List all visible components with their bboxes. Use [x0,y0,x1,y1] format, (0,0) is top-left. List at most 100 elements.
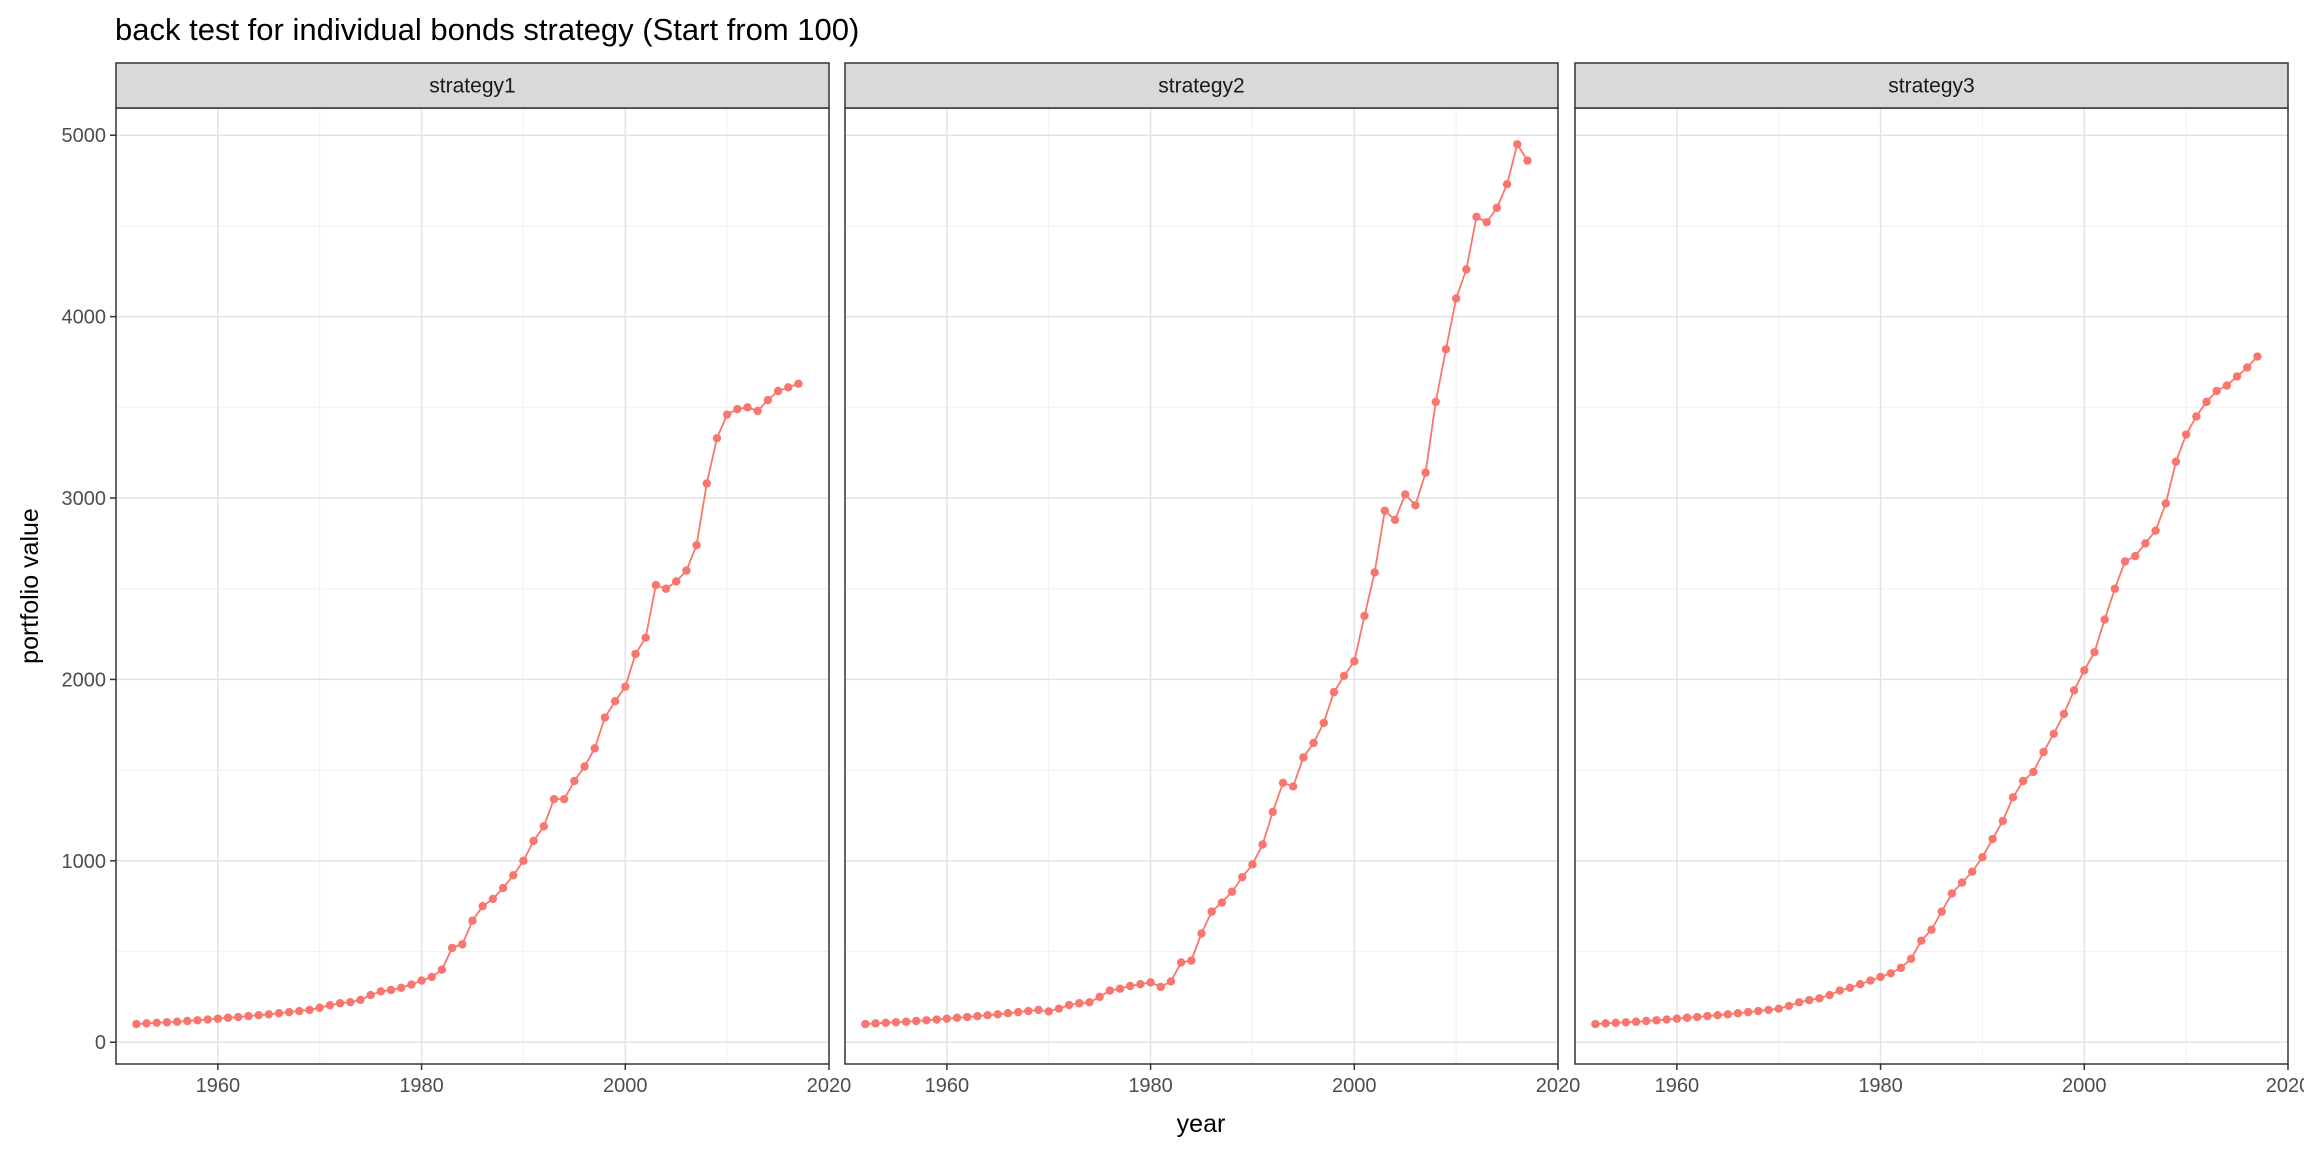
data-point [1258,840,1267,849]
y-tick-label: 1000 [62,851,107,873]
data-point [2141,539,2150,548]
data-point [539,822,548,831]
data-point [213,1014,223,1023]
data-point [952,1013,962,1022]
data-point [2192,412,2201,421]
x-tick-label: 1960 [1655,1075,1700,1097]
panel-strategy3: strategy3 1960 1980 2000 2020 [1574,62,2304,1097]
data-point [1815,994,1824,1003]
data-point [1917,936,1926,945]
data-point [1957,878,1967,887]
data-point [1502,179,1512,189]
data-point [1784,1001,1794,1011]
data-point [356,995,365,1005]
data-point [733,404,742,414]
data-point [1187,956,1196,965]
data-point [1794,998,1804,1007]
panel-grid [845,108,1558,1064]
y-tick-label: 2000 [62,669,107,691]
x-tick-label: 2020 [2266,1075,2304,1097]
data-point [478,901,487,911]
data-point [963,1012,972,1022]
panel-background [1575,108,2288,1064]
data-point [407,980,416,989]
data-point [305,1005,314,1015]
data-point [932,1015,941,1024]
data-point [264,1010,273,1019]
data-point [2253,352,2262,361]
data-point [1431,397,1440,407]
data-point [244,1011,253,1021]
data-point [1013,1007,1023,1017]
panel-strip [115,62,830,109]
data-point [254,1011,263,1020]
data-point [1513,140,1522,149]
data-point [672,577,681,586]
data-point [1805,995,1814,1005]
data-point [549,794,559,804]
data-point [1482,218,1491,227]
data-point [335,999,345,1008]
data-point [1136,979,1145,989]
x-tick-label: 2020 [1536,1075,1581,1097]
data-point [1268,807,1278,817]
data-point [2090,648,2099,657]
data-point [1631,1017,1641,1026]
x-tick-label: 1980 [399,1075,444,1097]
series-points-strategy3 [1591,352,2262,1029]
data-point [784,383,793,392]
data-point [1621,1018,1631,1027]
data-point [1743,1007,1753,1017]
data-point [1978,853,1987,862]
data-point [702,479,711,488]
x-tick-label: 2000 [1332,1075,1377,1097]
data-point [488,894,498,904]
data-point [1723,1010,1732,1019]
data-point [1380,506,1390,515]
data-point [1492,203,1502,212]
data-point [983,1011,992,1020]
data-point [1319,718,1328,728]
data-point [2120,557,2130,566]
data-point [1703,1011,1712,1021]
x-axis-strategy2: 1960 1980 2000 2020 [925,1064,1581,1097]
data-point [794,379,803,388]
data-point [427,972,436,982]
data-point [1876,972,1885,982]
data-point [172,1017,182,1026]
data-point [1238,872,1247,882]
data-point [1299,753,1308,762]
data-point [1003,1009,1013,1018]
data-point [1693,1012,1702,1022]
data-point [773,386,783,396]
data-point [1601,1019,1610,1028]
data-point [1075,999,1084,1008]
data-point [417,976,426,985]
data-point [295,1006,304,1016]
data-point [912,1016,921,1026]
data-point [631,649,640,659]
data-point [1421,468,1430,477]
data-point [1672,1014,1682,1023]
data-point [1713,1011,1722,1020]
data-point [1217,898,1227,907]
data-point [509,871,518,880]
data-point [1146,978,1155,987]
data-point [1054,1004,1064,1013]
data-point [1105,986,1115,995]
data-point [1401,490,1410,499]
data-point [437,965,447,974]
data-point [1176,958,1186,967]
x-tick-label: 1960 [196,1075,241,1097]
x-tick-label: 2000 [2062,1075,2107,1097]
series-points-strategy2 [861,140,1532,1029]
data-point [2171,457,2181,466]
data-point [1947,889,1957,898]
data-point [1472,212,1481,222]
data-point [346,997,355,1007]
data-point [1927,925,1936,934]
data-point [1523,156,1532,165]
data-point [1968,867,1977,876]
data-point [152,1018,161,1028]
data-point [942,1014,952,1023]
